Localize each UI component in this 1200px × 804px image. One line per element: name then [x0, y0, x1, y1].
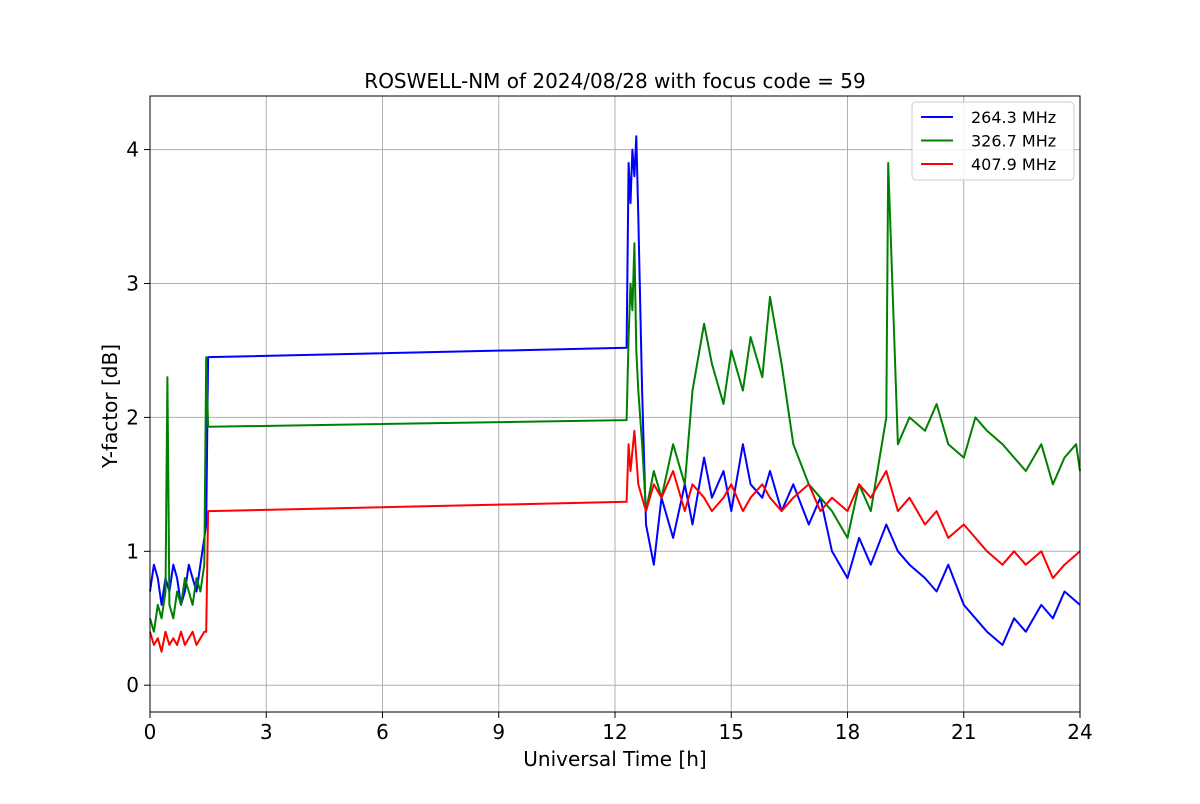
y-tick-label: 3 [126, 271, 139, 295]
grid [149, 96, 1081, 712]
x-tick-label: 15 [719, 720, 744, 744]
x-tick-label: 24 [1067, 720, 1092, 744]
series-line-2 [149, 162, 1081, 633]
legend-box [911, 101, 1075, 181]
x-axis-label: Universal Time [h] [523, 747, 706, 771]
chart-title: ROSWELL-NM of 2024/08/28 with focus code… [364, 69, 865, 93]
x-tick-label: 6 [376, 720, 389, 744]
y-tick-label: 0 [126, 673, 139, 697]
x-tick-label: 0 [144, 720, 157, 744]
x-tick-label: 18 [835, 720, 860, 744]
x-tick-label: 21 [951, 720, 976, 744]
y-tick-label: 4 [126, 138, 139, 162]
y-tick-label: 1 [126, 539, 139, 563]
legend-label: 264.3 MHz [971, 108, 1056, 127]
series-line-3 [149, 429, 1081, 653]
x-tick-label: 9 [492, 720, 505, 744]
x-tick-label: 12 [602, 720, 627, 744]
legend: 264.3 MHz 326.7 MHz 407.9 MHz [911, 101, 1075, 181]
x-tick-label: 3 [260, 720, 273, 744]
series-layer [149, 135, 1081, 653]
y-axis-label: Y-factor [dB] [98, 344, 122, 469]
y-tick-label: 2 [126, 405, 139, 429]
legend-label: 326.7 MHz [971, 132, 1056, 151]
legend-label: 407.9 MHz [971, 155, 1056, 174]
